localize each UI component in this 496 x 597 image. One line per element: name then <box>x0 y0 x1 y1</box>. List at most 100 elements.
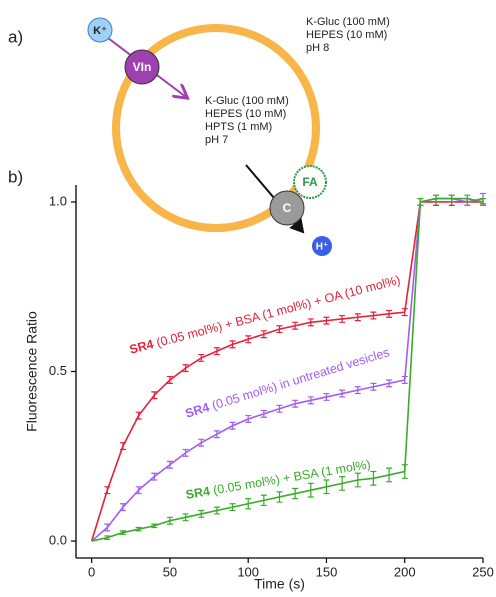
error-bar <box>323 392 330 401</box>
y-tick-label: 1.0 <box>49 193 67 208</box>
error-bar <box>119 442 126 451</box>
annotation-bold: SR4 <box>184 401 211 422</box>
error-bar <box>448 194 455 203</box>
x-tick-label: 100 <box>237 564 259 579</box>
error-bar <box>417 197 424 206</box>
outside-text: HEPES (10 mM) <box>306 29 387 41</box>
error-bar <box>198 509 205 518</box>
error-bar <box>307 396 314 405</box>
error-bar <box>307 318 314 327</box>
error-bar <box>166 375 173 384</box>
error-bar <box>276 325 283 334</box>
error-bar <box>370 470 377 486</box>
error-bar <box>119 530 126 535</box>
error-bar <box>354 472 361 488</box>
error-bar <box>276 491 283 503</box>
data-line <box>91 197 484 542</box>
error-bar <box>229 421 236 430</box>
error-bar <box>464 194 471 203</box>
chart: 0 50 100 150 200 250 0.0 0.5 1.0 Time (s) Fluoresc… <box>24 185 494 592</box>
k-ion <box>87 17 113 43</box>
error-bar <box>198 353 205 362</box>
error-bar <box>135 411 142 420</box>
series-annotation: SR4 (0.05 mol%) + BSA (1 mol%) + OA (10 … <box>128 273 402 357</box>
outside-text: K-Gluc (100 mM) <box>306 16 390 28</box>
data-line <box>91 197 484 542</box>
error-bar <box>260 409 267 418</box>
error-bar <box>182 448 189 457</box>
x-tick-label: 150 <box>316 564 338 579</box>
error-bar <box>401 308 408 317</box>
error-bar <box>323 479 330 495</box>
error-bar <box>339 389 346 398</box>
error-bar <box>276 404 283 413</box>
x-tick-label: 0 <box>88 564 95 579</box>
error-bar <box>151 472 158 481</box>
error-bar <box>401 375 408 384</box>
fatty-acid <box>293 165 327 199</box>
error-bar <box>401 464 408 479</box>
error-bar <box>182 364 189 373</box>
error-bar <box>260 330 267 339</box>
error-bar <box>354 386 361 395</box>
h-ion <box>312 236 332 256</box>
x-tick-label: 250 <box>472 564 494 579</box>
error-bar <box>245 498 252 510</box>
error-bar <box>135 526 142 532</box>
error-bar <box>386 379 393 388</box>
error-bar <box>292 487 299 500</box>
error-bar <box>245 335 252 344</box>
error-bar <box>166 516 173 525</box>
y-tick-label: 0.5 <box>49 363 67 378</box>
transporter-label: C <box>283 201 292 215</box>
vin <box>124 49 160 85</box>
error-bar <box>104 523 111 532</box>
error-bar <box>229 503 236 512</box>
error-bar <box>213 430 220 439</box>
error-bar <box>370 311 377 320</box>
error-bar <box>307 482 314 498</box>
error-bar <box>386 309 393 318</box>
error-bar <box>213 506 220 515</box>
series-annotation: SR4 (0.05 mol%) + BSA (1 mol%) <box>185 457 372 502</box>
outside-text: pH 8 <box>306 42 329 54</box>
inside-text: K-Gluc (100 mM) <box>205 95 289 107</box>
series-annotation: SR4 (0.05 mol%) in untreated vesicles <box>184 345 391 421</box>
error-bar <box>480 197 486 206</box>
annotation-text: (0.05 mol%) + BSA (1 mol%) + OA (10 mol%… <box>152 273 402 351</box>
panel-label: a) <box>8 27 23 46</box>
transporter-label: VIn <box>133 60 152 74</box>
error-bar <box>433 194 440 203</box>
error-bar <box>292 321 299 330</box>
x-axis-title: Time (s) <box>254 576 305 592</box>
error-bar <box>370 382 377 391</box>
x-tick-label: 50 <box>163 564 177 579</box>
panel-label: b) <box>8 167 23 186</box>
error-bar <box>135 486 142 495</box>
annotation-text: (0.05 mol%) + BSA (1 mol%) <box>209 457 372 498</box>
error-bar <box>292 399 299 408</box>
error-bar <box>339 314 346 323</box>
error-bar <box>354 313 361 322</box>
inside-text: pH 7 <box>205 134 228 146</box>
error-bar <box>260 494 267 507</box>
ion-label: H⁺ <box>316 242 329 253</box>
error-bar <box>182 513 189 522</box>
error-bar <box>245 414 252 423</box>
error-bar <box>198 438 205 447</box>
inside-text: HPTS (1 mM) <box>205 121 272 133</box>
error-bar <box>323 316 330 325</box>
vesicle-diagram: K-Gluc (100 mM) HEPES (10 mM) pH 8 K-Glu… <box>87 16 390 256</box>
error-bar <box>213 347 220 356</box>
error-bar <box>339 476 346 491</box>
error-bar <box>151 523 158 529</box>
error-bar <box>104 486 111 495</box>
error-bar <box>151 391 158 400</box>
x-tick-label: 200 <box>394 564 416 579</box>
carrier <box>269 190 305 226</box>
ion-label: K⁺ <box>93 25 107 37</box>
vesicle <box>112 24 320 232</box>
error-bar <box>119 503 126 512</box>
annotation-bold: SR4 <box>185 484 211 502</box>
